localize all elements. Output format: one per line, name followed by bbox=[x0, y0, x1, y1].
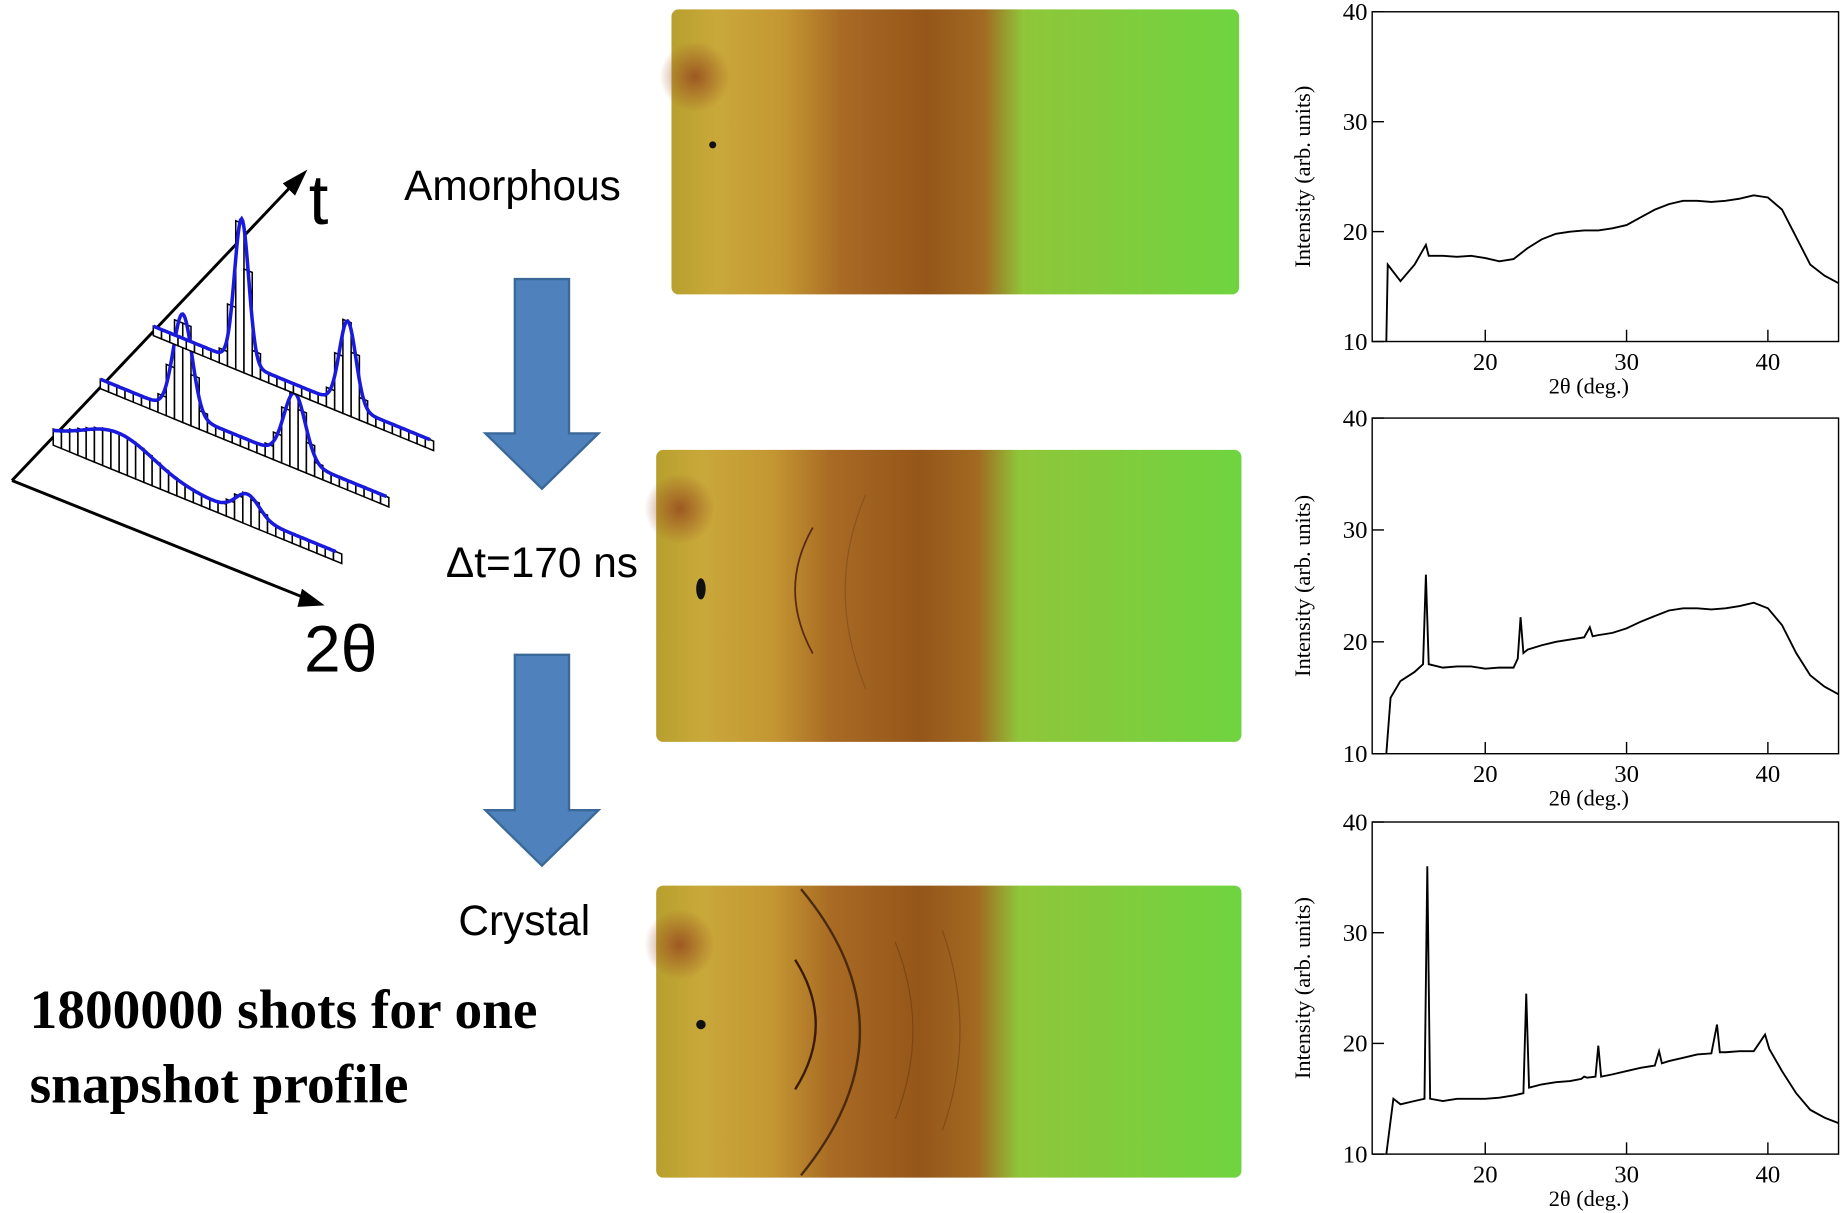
diffraction-image bbox=[644, 449, 1242, 742]
histogram-bar bbox=[77, 427, 87, 460]
x-tick-label: 20 bbox=[1473, 761, 1498, 788]
interval-label: Δt=170 ns bbox=[446, 539, 638, 586]
y-tick-label: 40 bbox=[1343, 405, 1368, 432]
diffraction-image bbox=[644, 885, 1242, 1178]
charts: 10 20 30 40 20 30 40 2θ (deg.) Intensity (arb. u… bbox=[1290, 0, 1840, 1211]
x-tick-label: 30 bbox=[1614, 1161, 1639, 1188]
histogram-bar bbox=[68, 427, 79, 457]
histogram-bar bbox=[110, 428, 120, 474]
y-tick-label: 20 bbox=[1343, 1031, 1368, 1058]
data-line bbox=[1385, 866, 1839, 1155]
y-axis-label: Intensity (arb. units) bbox=[1290, 86, 1315, 268]
x-tick-label: 20 bbox=[1473, 349, 1498, 376]
y-axis-label: Intensity (arb. units) bbox=[1290, 897, 1315, 1079]
arrow bbox=[482, 277, 602, 868]
y-tick-label: 30 bbox=[1343, 109, 1368, 136]
x-tick-label: 30 bbox=[1614, 761, 1639, 788]
profile-curve bbox=[152, 215, 431, 442]
diffraction-image bbox=[659, 9, 1240, 295]
histogram-bar bbox=[332, 549, 343, 565]
caption: snapshot profile bbox=[30, 1053, 409, 1114]
y-tick-label: 10 bbox=[1343, 329, 1368, 356]
data-line bbox=[1385, 574, 1840, 754]
histogram-bar bbox=[424, 436, 435, 452]
y-tick-label: 30 bbox=[1343, 920, 1368, 947]
histogram-bar bbox=[101, 426, 112, 470]
x-tick-label: 40 bbox=[1756, 1161, 1781, 1188]
y-axis-label: Intensity (arb. units) bbox=[1290, 495, 1315, 677]
y-tick-label: 10 bbox=[1343, 1141, 1368, 1168]
x-tick-label: 20 bbox=[1473, 1161, 1498, 1188]
x-axis-label: 2θ (deg.) bbox=[1549, 786, 1629, 811]
profile-curve bbox=[52, 427, 337, 554]
y-tick-label: 40 bbox=[1343, 0, 1368, 26]
t-axis-label: t bbox=[309, 160, 329, 239]
histogram-bar bbox=[85, 426, 96, 464]
y-tick-label: 40 bbox=[1343, 809, 1368, 836]
y-tick-label: 20 bbox=[1343, 629, 1368, 656]
data-line bbox=[1385, 194, 1839, 342]
plot-frame bbox=[1371, 11, 1840, 343]
profile-curve bbox=[99, 312, 388, 499]
two-theta-axis-label: 2θ bbox=[304, 611, 377, 685]
x-tick-label: 30 bbox=[1614, 349, 1639, 376]
x-tick-label: 40 bbox=[1756, 761, 1781, 788]
histogram-bar bbox=[126, 437, 137, 481]
histogram-bar bbox=[379, 492, 390, 509]
histogram-bar bbox=[118, 432, 129, 477]
line-chart: 10 20 30 40 20 30 40 2θ (deg.) Intensity (arb. u… bbox=[1290, 0, 1840, 398]
line-chart: 10 20 30 40 20 30 40 2θ (deg.) Intensity (arb. u… bbox=[1290, 405, 1840, 811]
plot-frame bbox=[1371, 417, 1840, 755]
stage-start-label: Amorphous bbox=[404, 162, 621, 209]
histogram-bar bbox=[342, 318, 352, 418]
y-tick-label: 10 bbox=[1343, 741, 1368, 768]
histogram-bar bbox=[93, 426, 104, 467]
histogram-bar bbox=[289, 389, 299, 471]
y-tick-label: 30 bbox=[1343, 517, 1368, 544]
diagram-profiles bbox=[52, 215, 435, 565]
x-tick-label: 40 bbox=[1756, 349, 1781, 376]
caption: 1800000 shots for one bbox=[30, 979, 538, 1040]
plot-frame bbox=[1371, 821, 1840, 1155]
line-chart: 10 20 30 40 20 30 40 2θ (deg.) Intensity (arb. u… bbox=[1290, 809, 1840, 1211]
y-tick-label: 20 bbox=[1343, 219, 1368, 246]
x-axis-label: 2θ (deg.) bbox=[1549, 1186, 1629, 1211]
x-axis-label: 2θ (deg.) bbox=[1549, 373, 1629, 398]
stage-end-label: Crystal bbox=[458, 897, 590, 944]
